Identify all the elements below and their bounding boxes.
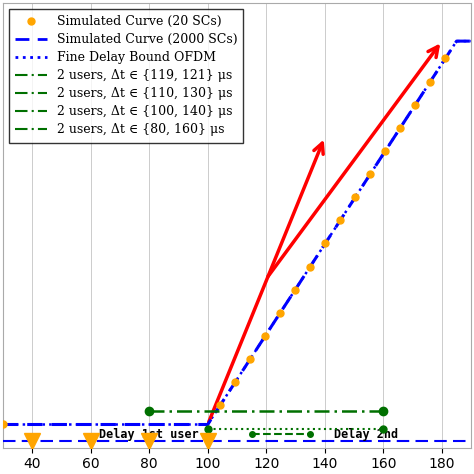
Simulated Curve (20 SCs)	[395, 129, 401, 135]
Fine Delay Bound OFDM	[0, 422, 6, 428]
Simulated Curve (20 SCs)	[360, 183, 365, 189]
Simulated Curve (20 SCs)	[216, 404, 222, 410]
Simulated Curve (20 SCs)	[232, 379, 238, 385]
Simulated Curve (20 SCs)	[454, 38, 459, 44]
Simulated Curve (2000 SCs)	[216, 404, 222, 410]
Simulated Curve (20 SCs)	[212, 410, 218, 416]
Fine Delay Bound OFDM	[216, 404, 222, 410]
Simulated Curve (20 SCs)	[271, 319, 277, 325]
Simulated Curve (2000 SCs)	[360, 183, 365, 189]
Fine Delay Bound OFDM	[454, 38, 459, 44]
Line: Fine Delay Bound OFDM: Fine Delay Bound OFDM	[3, 41, 471, 425]
Fine Delay Bound OFDM	[212, 410, 218, 416]
Legend: Simulated Curve (20 SCs), Simulated Curve (2000 SCs), Fine Delay Bound OFDM, 2 u: Simulated Curve (20 SCs), Simulated Curv…	[9, 9, 244, 143]
Text: Delay 1st user: Delay 1st user	[100, 428, 199, 441]
Text: Delay 2nd: Delay 2nd	[334, 428, 398, 441]
Line: Simulated Curve (2000 SCs): Simulated Curve (2000 SCs)	[3, 41, 471, 425]
Simulated Curve (2000 SCs)	[395, 129, 401, 135]
Simulated Curve (2000 SCs)	[271, 319, 277, 325]
Line: Simulated Curve (20 SCs): Simulated Curve (20 SCs)	[0, 37, 474, 428]
Fine Delay Bound OFDM	[468, 38, 474, 44]
Fine Delay Bound OFDM	[360, 183, 365, 189]
Simulated Curve (20 SCs)	[0, 422, 6, 428]
Simulated Curve (2000 SCs)	[0, 422, 6, 428]
Simulated Curve (20 SCs)	[468, 38, 474, 44]
Simulated Curve (2000 SCs)	[232, 379, 238, 385]
Simulated Curve (2000 SCs)	[212, 410, 218, 416]
Simulated Curve (2000 SCs)	[468, 38, 474, 44]
Fine Delay Bound OFDM	[232, 379, 238, 385]
Simulated Curve (2000 SCs)	[454, 38, 459, 44]
Fine Delay Bound OFDM	[395, 129, 401, 135]
Fine Delay Bound OFDM	[271, 319, 277, 325]
